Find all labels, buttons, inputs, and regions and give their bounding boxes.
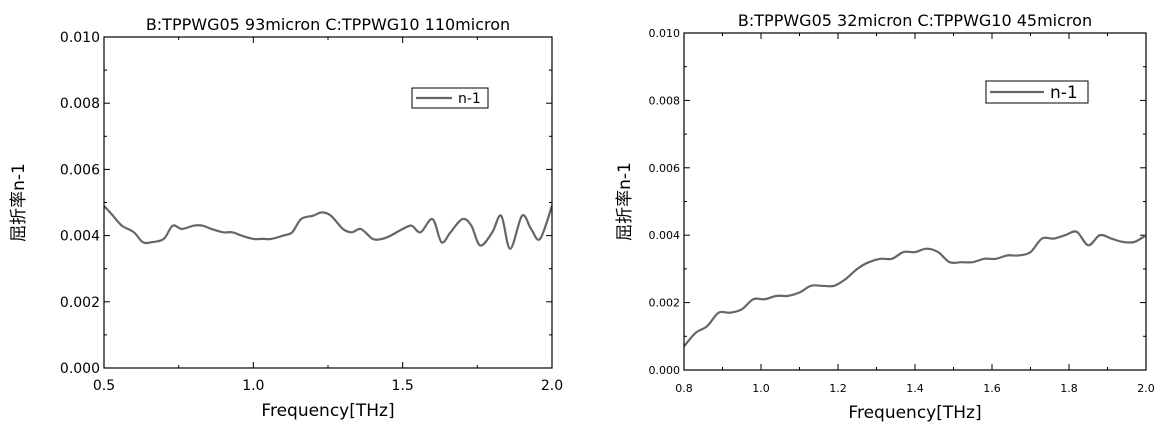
y-tick-label: 0.006 [60, 162, 100, 178]
x-tick-label: 0.5 [93, 378, 115, 394]
x-axis-label: Frequency[THz] [848, 403, 981, 423]
y-axis-label: 屈折率n-1 [615, 162, 635, 241]
y-axis-label: 屈折率n-1 [9, 163, 29, 242]
x-tick-label: 1.0 [242, 378, 264, 394]
y-tick-label: 0.010 [649, 27, 681, 40]
chart-panel-2: B:TPPWG05 32micron C:TPPWG10 45micron 0.8… [615, 11, 1155, 423]
x-axis-label: Frequency[THz] [261, 401, 394, 421]
chart-title: B:TPPWG05 93micron C:TPPWG10 110micron [146, 15, 510, 34]
plot-frame [103, 36, 553, 369]
legend-label: n-1 [458, 91, 481, 107]
y-tick-label: 0.000 [649, 364, 681, 377]
y-tick-label: 0.010 [60, 30, 100, 46]
x-tick-label: 0.8 [675, 382, 693, 395]
x-tick-label: 2.0 [1137, 382, 1155, 395]
x-tick-label: 1.5 [392, 378, 414, 394]
y-tick-label: 0.008 [649, 94, 681, 107]
y-tick-label: 0.000 [60, 361, 100, 377]
y-tick-label: 0.002 [60, 295, 100, 311]
plot-frame [683, 32, 1147, 371]
series-line [684, 230, 1146, 348]
series-line [104, 205, 552, 250]
chart-title: B:TPPWG05 32micron C:TPPWG10 45micron [738, 11, 1092, 30]
x-tick-label: 2.0 [541, 378, 563, 394]
legend-label: n-1 [1050, 83, 1078, 103]
y-tick-label: 0.002 [649, 297, 681, 310]
y-tick-label: 0.008 [60, 96, 100, 112]
y-tick-label: 0.004 [649, 229, 681, 242]
chart-panel-1: B:TPPWG05 93micron C:TPPWG10 110micron 0.… [9, 15, 563, 421]
x-tick-label: 1.4 [906, 382, 924, 395]
y-tick-label: 0.004 [60, 229, 100, 245]
legend: n-1 [411, 87, 489, 109]
y-tick-label: 0.006 [649, 162, 681, 175]
legend: n-1 [985, 80, 1089, 104]
x-tick-label: 1.8 [1060, 382, 1078, 395]
x-tick-label: 1.6 [983, 382, 1001, 395]
x-tick-label: 1.2 [829, 382, 847, 395]
x-tick-label: 1.0 [752, 382, 770, 395]
